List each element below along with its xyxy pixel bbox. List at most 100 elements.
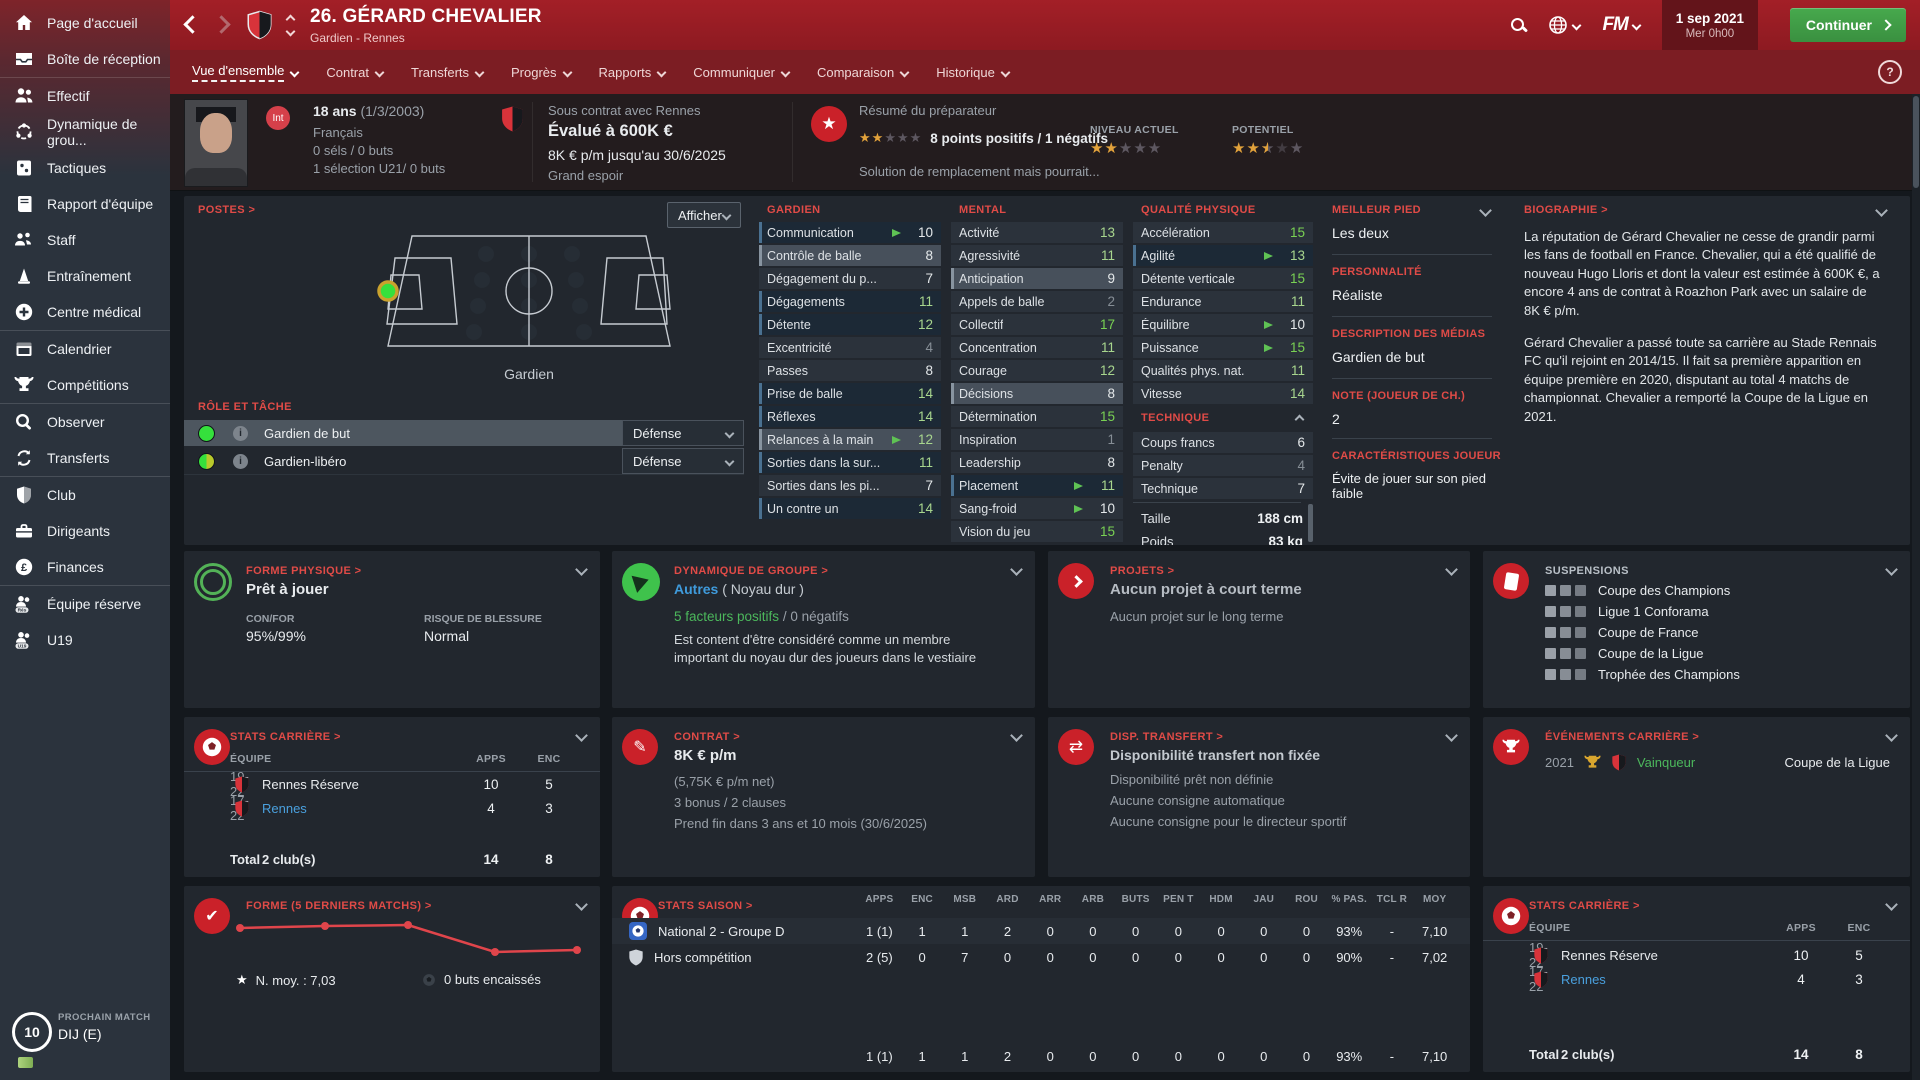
collapse-icon[interactable] — [1885, 563, 1898, 576]
world-menu[interactable] — [1548, 15, 1582, 35]
career-stats-title[interactable]: STATS CARRIÈRE > — [1529, 900, 1640, 912]
technique-section-title[interactable]: TECHNIQUE — [1141, 412, 1210, 424]
positions-title[interactable]: POSTES > — [198, 204, 256, 216]
attribute-row[interactable]: Activité 13 — [951, 222, 1123, 243]
career-table-row[interactable]: 19-22 Rennes Réserve 10 5 — [1529, 940, 1863, 970]
attribute-row[interactable]: Vitesse 14 — [1133, 383, 1313, 404]
career-stats-title[interactable]: STATS CARRIÈRE > — [230, 731, 341, 743]
plans-title[interactable]: PROJETS > — [1110, 565, 1175, 577]
attributes-scrollbar[interactable] — [1308, 504, 1313, 542]
search-button[interactable] — [1511, 17, 1526, 33]
forward-button[interactable] — [212, 14, 231, 34]
show-dropdown[interactable]: Afficher — [667, 202, 741, 228]
collapse-icon[interactable] — [1294, 414, 1305, 425]
contract-bonus[interactable]: 3 bonus / 2 clauses — [674, 795, 787, 810]
contract-title[interactable]: CONTRAT > — [674, 731, 741, 743]
sidebar-item-u19[interactable]: U19 U19 — [0, 622, 170, 658]
dynamics-title[interactable]: DYNAMIQUE DE GROUPE > — [674, 565, 829, 577]
sidebar-item-competitions[interactable]: Compétitions — [0, 367, 170, 403]
duty-dropdown[interactable]: Défense — [622, 420, 744, 446]
attribute-row[interactable]: Détente verticale 15 — [1133, 268, 1313, 289]
attribute-row[interactable]: Vision du jeu 15 — [951, 521, 1123, 542]
attribute-row[interactable]: Concentration 11 — [951, 337, 1123, 358]
attribute-row[interactable]: Décisions 8 — [951, 383, 1123, 404]
attribute-row[interactable]: Relances à la main 12 — [759, 429, 941, 450]
season-table-row[interactable]: Hors compétition 2 (5) 0 7 0 0 0 0 0 0 0 0 90% -7,02 — [612, 944, 1470, 970]
sidebar-item-dynamics[interactable]: Dynamique de grou... — [0, 114, 170, 150]
window-scrollbar[interactable] — [1912, 94, 1920, 1080]
club-crest[interactable] — [246, 9, 273, 41]
attribute-row[interactable]: Appels de balle 2 — [951, 291, 1123, 312]
attribute-row[interactable]: Réflexes 14 — [759, 406, 941, 427]
attribute-row[interactable]: Excentricité 4 — [759, 337, 941, 358]
collapse-icon[interactable] — [1445, 729, 1458, 742]
attribute-row[interactable]: Accélération 15 — [1133, 222, 1313, 243]
attribute-row[interactable]: Courage 12 — [951, 360, 1123, 381]
sidebar-item-training[interactable]: Entraînement — [0, 258, 170, 294]
attribute-row[interactable]: Dégagement du p... 7 — [759, 268, 941, 289]
attribute-row[interactable]: Agilité 13 — [1133, 245, 1313, 266]
attribute-row[interactable]: Contrôle de balle 8 — [759, 245, 941, 266]
fitness-title[interactable]: FORME PHYSIQUE > — [246, 565, 362, 577]
tab-contract[interactable]: Contrat — [312, 50, 397, 94]
tab-transfers[interactable]: Transferts — [397, 50, 497, 94]
continue-button[interactable]: Continuer — [1789, 8, 1906, 42]
sidebar-item-board[interactable]: Dirigeants — [0, 513, 170, 549]
tab-communicate[interactable]: Communiquer — [679, 50, 803, 94]
collapse-icon[interactable] — [1875, 204, 1888, 217]
attribute-row[interactable]: Anticipation 9 — [951, 268, 1123, 289]
sidebar-item-transfers[interactable]: Transferts — [0, 440, 170, 476]
sidebar-item-finances[interactable]: £ Finances — [0, 549, 170, 585]
tab-history[interactable]: Historique — [922, 50, 1023, 94]
back-button[interactable] — [183, 14, 202, 34]
attribute-row[interactable]: Inspiration 1 — [951, 429, 1123, 450]
collapse-icon[interactable] — [1445, 563, 1458, 576]
attribute-row[interactable]: Qualités phys. nat. 11 — [1133, 360, 1313, 381]
attribute-row[interactable]: Sang-froid 10 — [951, 498, 1123, 519]
attribute-row[interactable]: Leadership 8 — [951, 452, 1123, 473]
sidebar-item-team-report[interactable]: Rapport d'équipe — [0, 186, 170, 222]
attribute-row[interactable]: Détermination 15 — [951, 406, 1123, 427]
role-row-sweeper-keeper[interactable]: i Gardien-libéro Défense — [184, 448, 744, 475]
tab-reports[interactable]: Rapports — [585, 50, 680, 94]
role-row-goalkeeper[interactable]: i Gardien de but Défense — [184, 420, 744, 446]
duty-dropdown[interactable]: Défense — [622, 448, 744, 474]
tab-progress[interactable]: Progrès — [497, 50, 585, 94]
season-stats-title[interactable]: STATS SAISON > — [658, 900, 753, 912]
tab-comparison[interactable]: Comparaison — [803, 50, 922, 94]
attribute-row[interactable]: Prise de balle 14 — [759, 383, 941, 404]
attribute-row[interactable]: Technique 7 — [1133, 478, 1313, 499]
attribute-row[interactable]: Placement 11 — [951, 475, 1123, 496]
career-table-row[interactable]: 17-22 Rennes 4 3 — [1529, 964, 1863, 994]
group-link[interactable]: Autres — [674, 581, 719, 597]
sidebar-item-medical[interactable]: Centre médical — [0, 294, 170, 330]
attribute-row[interactable]: Sorties dans les pi... 7 — [759, 475, 941, 496]
attribute-row[interactable]: Communication 10 — [759, 222, 941, 243]
collapse-icon[interactable] — [1010, 729, 1023, 742]
attribute-row[interactable]: Agressivité 11 — [951, 245, 1123, 266]
tab-overview[interactable]: Vue d'ensemble — [178, 50, 312, 94]
collapse-icon[interactable] — [575, 563, 588, 576]
attribute-row[interactable]: Endurance 11 — [1133, 291, 1313, 312]
season-table-row[interactable]: National 2 - Groupe D 1 (1) 1 1 2 0 0 0 0 0 0 0 93%… — [612, 918, 1470, 944]
collapse-icon[interactable] — [1885, 898, 1898, 911]
career-events-title[interactable]: ÉVÉNEMENTS CARRIÈRE > — [1545, 731, 1700, 743]
scrollbar-thumb[interactable] — [1913, 96, 1919, 188]
attribute-row[interactable]: Coups francs 6 — [1133, 432, 1313, 453]
career-table-row[interactable]: 17-22 Rennes 4 3 — [230, 793, 553, 823]
attribute-row[interactable]: Collectif 17 — [951, 314, 1123, 335]
attribute-row[interactable]: Passes 8 — [759, 360, 941, 381]
attribute-row[interactable]: Dégagements 11 — [759, 291, 941, 312]
sidebar-item-reserves[interactable]: Rés Équipe réserve — [0, 586, 170, 622]
player-cycle-buttons[interactable] — [285, 14, 296, 36]
form-title[interactable]: FORME (5 DERNIERS MATCHS) > — [246, 900, 432, 912]
biography-title[interactable]: BIOGRAPHIE > — [1524, 204, 1608, 216]
sidebar-item-tactics[interactable]: Tactiques — [0, 150, 170, 186]
sidebar-item-squad[interactable]: Effectif — [0, 78, 170, 114]
attribute-row[interactable]: Sorties dans la sur... 11 — [759, 452, 941, 473]
positive-factors[interactable]: 5 facteurs positifs — [674, 609, 780, 624]
sidebar-item-scouting[interactable]: Observer — [0, 404, 170, 440]
sidebar-item-club[interactable]: Club — [0, 477, 170, 513]
attribute-row[interactable]: Un contre un 14 — [759, 498, 941, 519]
fm-menu[interactable]: FM — [1602, 14, 1642, 36]
